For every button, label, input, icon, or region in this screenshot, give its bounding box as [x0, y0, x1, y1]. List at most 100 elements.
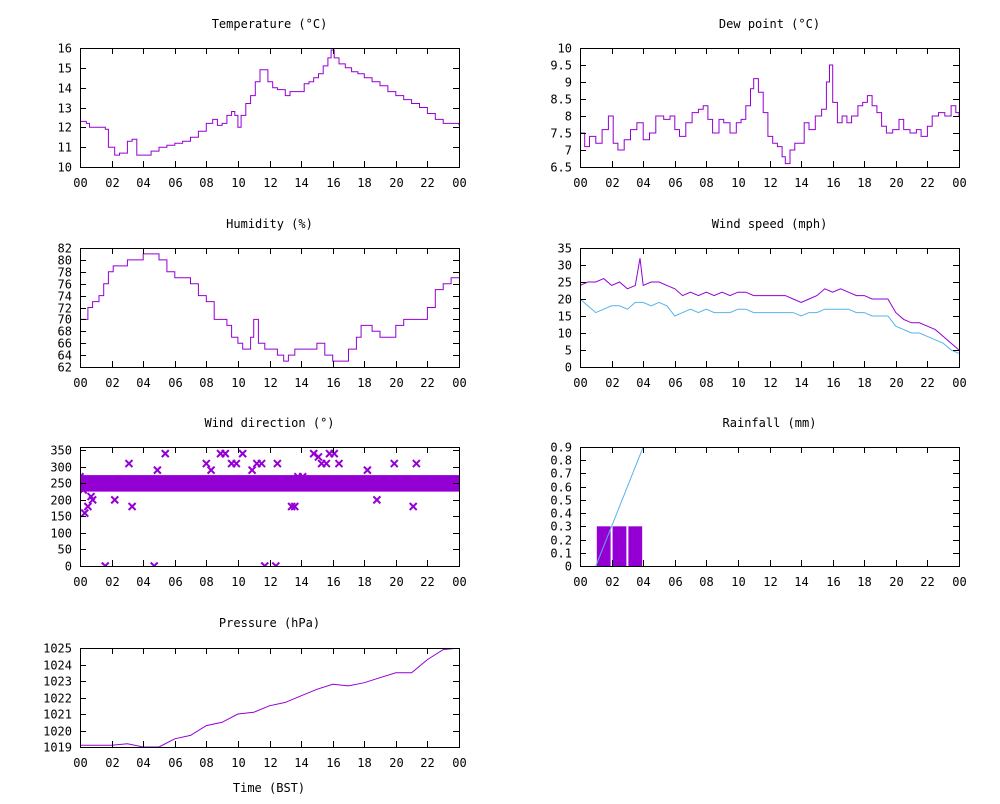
y-tick-label: 72 [58, 302, 72, 316]
time-axis-title: Time (BST) [233, 781, 305, 795]
x-tick-label: 00 [452, 376, 466, 390]
data-point [153, 465, 162, 475]
y-tick-label: 9 [565, 76, 572, 90]
x-tick-label: 02 [105, 376, 119, 390]
y-tick-label: 1020 [43, 725, 72, 739]
bar [628, 526, 643, 566]
data-point [202, 459, 211, 468]
x-tick-label: 00 [573, 176, 587, 190]
x-tick-label: 06 [168, 176, 182, 190]
data-point [175, 479, 184, 488]
x-tick-label: 22 [420, 575, 434, 589]
x-tick-label: 14 [294, 376, 308, 390]
data-point [271, 561, 281, 566]
x-tick-label: 00 [952, 176, 966, 190]
x-tick-label: 02 [605, 176, 619, 190]
y-tick-label: 78 [58, 266, 72, 280]
y-tick-label: 16 [58, 42, 72, 56]
data-point [287, 502, 296, 511]
x-tick-label: 16 [326, 176, 340, 190]
x-tick-label: 16 [326, 575, 340, 589]
x-tick-label: 20 [389, 575, 403, 589]
x-tick-label: 16 [826, 575, 840, 589]
x-tick-label: 02 [605, 376, 619, 390]
x-tick-label: 04 [636, 575, 650, 589]
plot-frame [80, 248, 460, 368]
y-tick-label: 0 [65, 560, 72, 574]
y-tick-label: 9.5 [550, 59, 572, 73]
plot-area [580, 64, 959, 165]
data-point [232, 459, 241, 468]
x-tick-label: 18 [857, 575, 871, 589]
x-tick-label: 14 [794, 176, 808, 190]
y-tick-label: 35 [558, 242, 572, 256]
data-point [408, 502, 418, 511]
y-tick-label: 6.5 [550, 161, 572, 175]
x-tick-label: 20 [389, 376, 403, 390]
x-tick-label: 16 [326, 376, 340, 390]
x-tick-label: 08 [699, 376, 713, 390]
x-tick-label: 20 [389, 756, 403, 770]
y-tick-label: 0.6 [550, 481, 572, 495]
chart-title: Wind speed (mph) [712, 217, 828, 231]
chart-wind-speed: Wind speed (mph) 0 5 10 15 20 25 30 35 00 02 04 06 08… [558, 217, 967, 390]
data-point [96, 482, 105, 491]
bar [612, 526, 627, 566]
data-point [140, 482, 149, 491]
plot-frame [80, 48, 460, 168]
chart-rainfall: Rainfall (mm) 00.10.20.30.40.50.60.70.80.… [550, 416, 966, 589]
x-tick-label: 22 [420, 376, 434, 390]
plot-area [80, 253, 459, 362]
x-tick-label: 06 [668, 575, 682, 589]
chart-title: Temperature (°C) [212, 17, 328, 31]
y-tick-label: 0.9 [550, 441, 572, 455]
y-tick-label: 80 [58, 254, 72, 268]
y-tick-label: 10 [58, 161, 72, 175]
y-tick-label: 0 [565, 560, 572, 574]
x-tick-label: 00 [573, 575, 587, 589]
x-tick-label: 12 [763, 176, 777, 190]
y-tick-label: 74 [58, 290, 72, 304]
chart-title: Rainfall (mm) [723, 416, 817, 430]
y-tick-label: 1024 [43, 659, 72, 673]
y-tick-label: 1023 [43, 675, 72, 689]
y-tick-label: 7 [565, 144, 572, 158]
x-tick-label: 22 [920, 376, 934, 390]
x-tick-label: 10 [231, 376, 245, 390]
x-tick-label: 00 [452, 575, 466, 589]
chart-title: Pressure (hPa) [219, 616, 320, 630]
x-tick-label: 00 [73, 575, 87, 589]
x-tick-label: 10 [731, 176, 745, 190]
y-tick-label: 250 [50, 477, 72, 491]
x-tick-label: 08 [199, 376, 213, 390]
data-point [91, 475, 100, 485]
data-point [161, 449, 170, 458]
plot-frame [580, 248, 960, 368]
y-tick-label: 8 [565, 110, 572, 124]
data-point [273, 459, 282, 468]
y-tick-label: 0.5 [550, 494, 572, 508]
y-tick-label: 11 [58, 141, 72, 155]
y-tick-label: 15 [58, 62, 72, 76]
x-tick-label: 00 [73, 756, 87, 770]
x-tick-label: 14 [294, 575, 308, 589]
data-point [247, 465, 257, 475]
x-tick-label: 00 [452, 176, 466, 190]
x-tick-label: 12 [263, 176, 277, 190]
data-point [279, 479, 288, 488]
x-tick-label: 12 [263, 575, 277, 589]
y-tick-label: 1021 [43, 708, 72, 722]
y-tick-label: 15 [558, 310, 572, 324]
data-point [83, 502, 93, 511]
data-point [80, 508, 89, 518]
y-tick-label: 0 [565, 361, 572, 375]
y-tick-label: 12 [58, 121, 72, 135]
x-tick-label: 06 [668, 376, 682, 390]
direction-band [80, 475, 459, 492]
y-tick-label: 150 [50, 510, 72, 524]
data-point [101, 561, 110, 566]
x-tick-label: 22 [420, 756, 434, 770]
x-tick-label: 10 [731, 376, 745, 390]
data-point [105, 475, 115, 485]
x-tick-label: 06 [168, 575, 182, 589]
